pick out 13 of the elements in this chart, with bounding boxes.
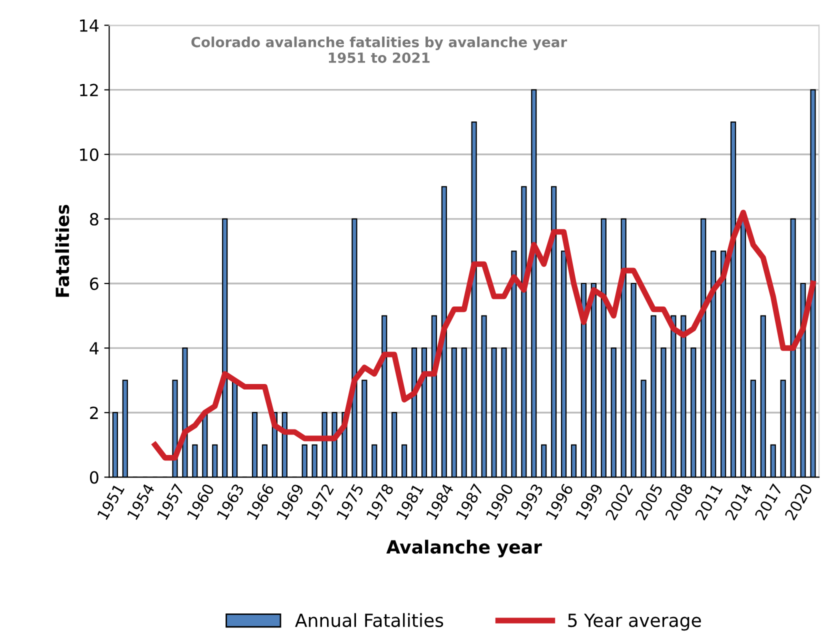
y-tick-label: 8	[90, 212, 98, 226]
y-tick-label: 0	[90, 471, 98, 484]
y-axis-title: Fatalities	[55, 204, 70, 297]
y-tick-label: 4	[90, 342, 99, 354]
y-tick-label: 6	[90, 277, 98, 290]
text: Colorado avalanche fatalities by avalanche year 1951 to 2021	[191, 36, 568, 63]
legend-label: Annual Fatalities	[295, 613, 444, 628]
y-tick-label: 2	[90, 406, 98, 419]
legend-label: 5 Year average	[568, 614, 701, 631]
y-tick-label: 12	[80, 84, 98, 96]
x-axis-title: Avalanche year	[386, 540, 542, 558]
y-tick-label: 14	[80, 19, 99, 32]
y-tick-label: 10	[80, 148, 98, 161]
